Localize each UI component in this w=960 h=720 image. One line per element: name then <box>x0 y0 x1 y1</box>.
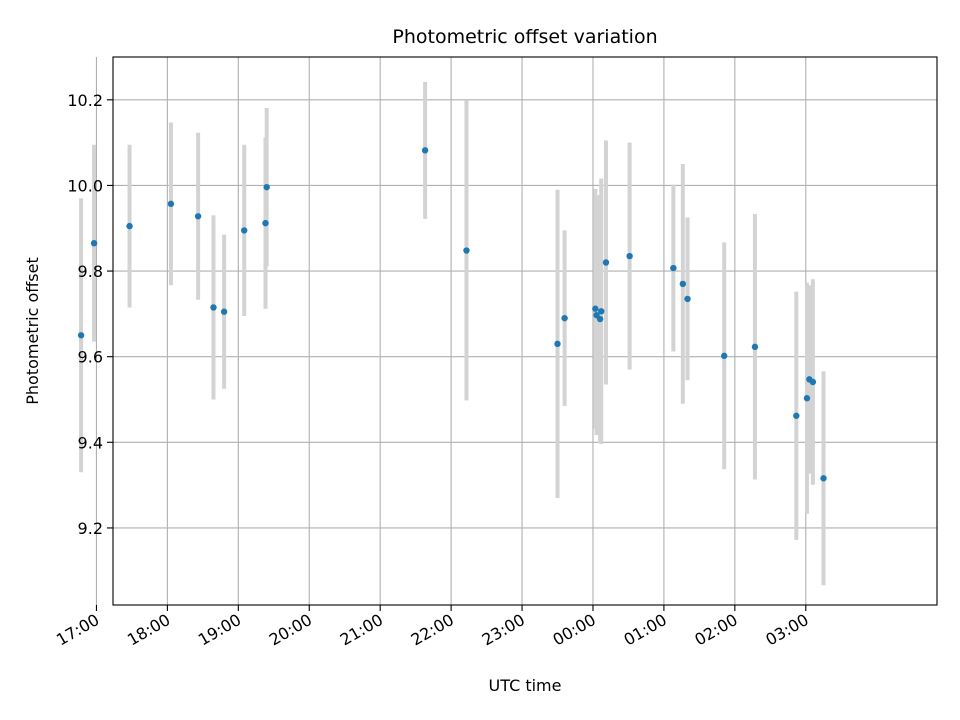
data-point <box>554 340 561 348</box>
data-point <box>126 222 133 230</box>
plot-frame <box>112 56 938 606</box>
data-point <box>820 475 827 482</box>
data-point <box>220 308 228 315</box>
data-point <box>263 183 270 191</box>
y-tick-label: 9.2 <box>78 519 103 538</box>
y-tick-label: 9.4 <box>78 433 103 452</box>
data-point <box>809 378 817 386</box>
x-tick-label: 02:00 <box>691 610 740 650</box>
data-point <box>90 240 98 247</box>
y-tick-label: 9.6 <box>78 348 103 367</box>
data-point <box>421 147 429 154</box>
data-point <box>751 343 759 351</box>
x-tick-label: 22:00 <box>408 610 457 650</box>
x-tick-label: 18:00 <box>124 610 173 650</box>
error-bars <box>79 81 826 586</box>
data-point <box>77 332 85 339</box>
data-point <box>167 200 175 208</box>
data-point <box>670 264 677 272</box>
data-point <box>262 219 269 227</box>
y-axis: 9.2 9.4 9.6 9.8 10.0 10.2 <box>67 91 113 538</box>
x-tick-label: 19:00 <box>195 610 244 650</box>
data-point <box>721 352 728 360</box>
x-tick-label: 01:00 <box>620 610 669 650</box>
x-axis-title: UTC time <box>489 676 562 695</box>
y-tick-label: 10.2 <box>67 91 103 110</box>
data-point <box>679 280 687 288</box>
x-tick-label: 20:00 <box>266 610 315 650</box>
y-tick-label: 10.0 <box>67 176 103 195</box>
y-axis-title: Photometric offset <box>23 257 42 405</box>
data-point <box>561 314 568 322</box>
x-tick-label: 03:00 <box>762 610 811 650</box>
data-point <box>598 308 605 315</box>
data-point <box>684 295 691 303</box>
data-point <box>793 412 800 419</box>
data-point <box>463 247 470 254</box>
data-point <box>241 227 248 234</box>
y-tick-label: 9.8 <box>78 262 103 281</box>
x-tick-label: 21:00 <box>337 610 386 650</box>
x-tick-label: 17:00 <box>53 610 102 650</box>
chart-title: Photometric offset variation <box>392 26 657 48</box>
data-point <box>626 252 633 260</box>
data-point <box>210 304 217 311</box>
data-point <box>602 259 610 266</box>
data-point <box>596 315 604 323</box>
data-point <box>803 395 811 402</box>
data-points <box>77 147 827 482</box>
grid <box>95 57 937 605</box>
data-point <box>194 213 202 220</box>
data-point <box>592 305 599 312</box>
x-axis: 17:00 18:00 19:00 20:00 21:00 22:00 23:00 00:00… <box>53 605 812 650</box>
x-tick-label: 00:00 <box>550 610 599 650</box>
x-tick-label: 23:00 <box>479 610 528 650</box>
